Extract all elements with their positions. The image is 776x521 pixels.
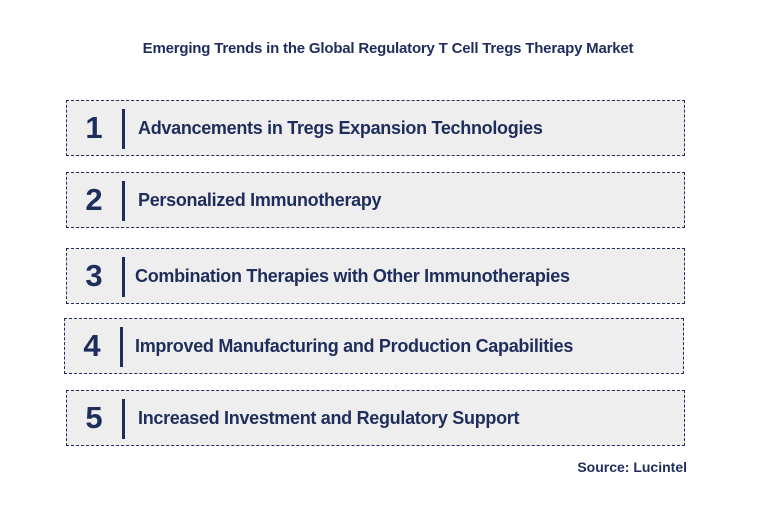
- trend-number: 5: [85, 400, 103, 435]
- divider-bar: [122, 181, 125, 221]
- trend-item-3: 3 Combination Therapies with Other Immun…: [66, 248, 685, 304]
- trend-number: 2: [85, 182, 103, 217]
- diagram-title: Emerging Trends in the Global Regulatory…: [142, 40, 634, 57]
- trend-number: 4: [83, 328, 101, 363]
- trend-label: Improved Manufacturing and Production Ca…: [135, 335, 574, 356]
- divider-bar: [122, 109, 125, 149]
- trend-item-1: 1 Advancements in Tregs Expansion Techno…: [66, 100, 685, 156]
- trend-number: 1: [85, 110, 103, 145]
- trend-label: Personalized Immunotherapy: [138, 189, 382, 210]
- trend-item-2: 2 Personalized Immunotherapy: [66, 172, 685, 228]
- divider-bar: [122, 399, 125, 439]
- trend-label: Advancements in Tregs Expansion Technolo…: [138, 117, 543, 138]
- source-credit: Source: Lucintel: [577, 459, 687, 475]
- trend-label: Increased Investment and Regulatory Supp…: [138, 407, 520, 428]
- trend-number: 3: [85, 258, 103, 293]
- trend-item-4: 4 Improved Manufacturing and Production …: [64, 318, 684, 374]
- divider-bar: [120, 327, 123, 367]
- trend-item-5: 5 Increased Investment and Regulatory Su…: [66, 390, 685, 446]
- divider-bar: [122, 257, 125, 297]
- trend-label: Combination Therapies with Other Immunot…: [135, 265, 570, 286]
